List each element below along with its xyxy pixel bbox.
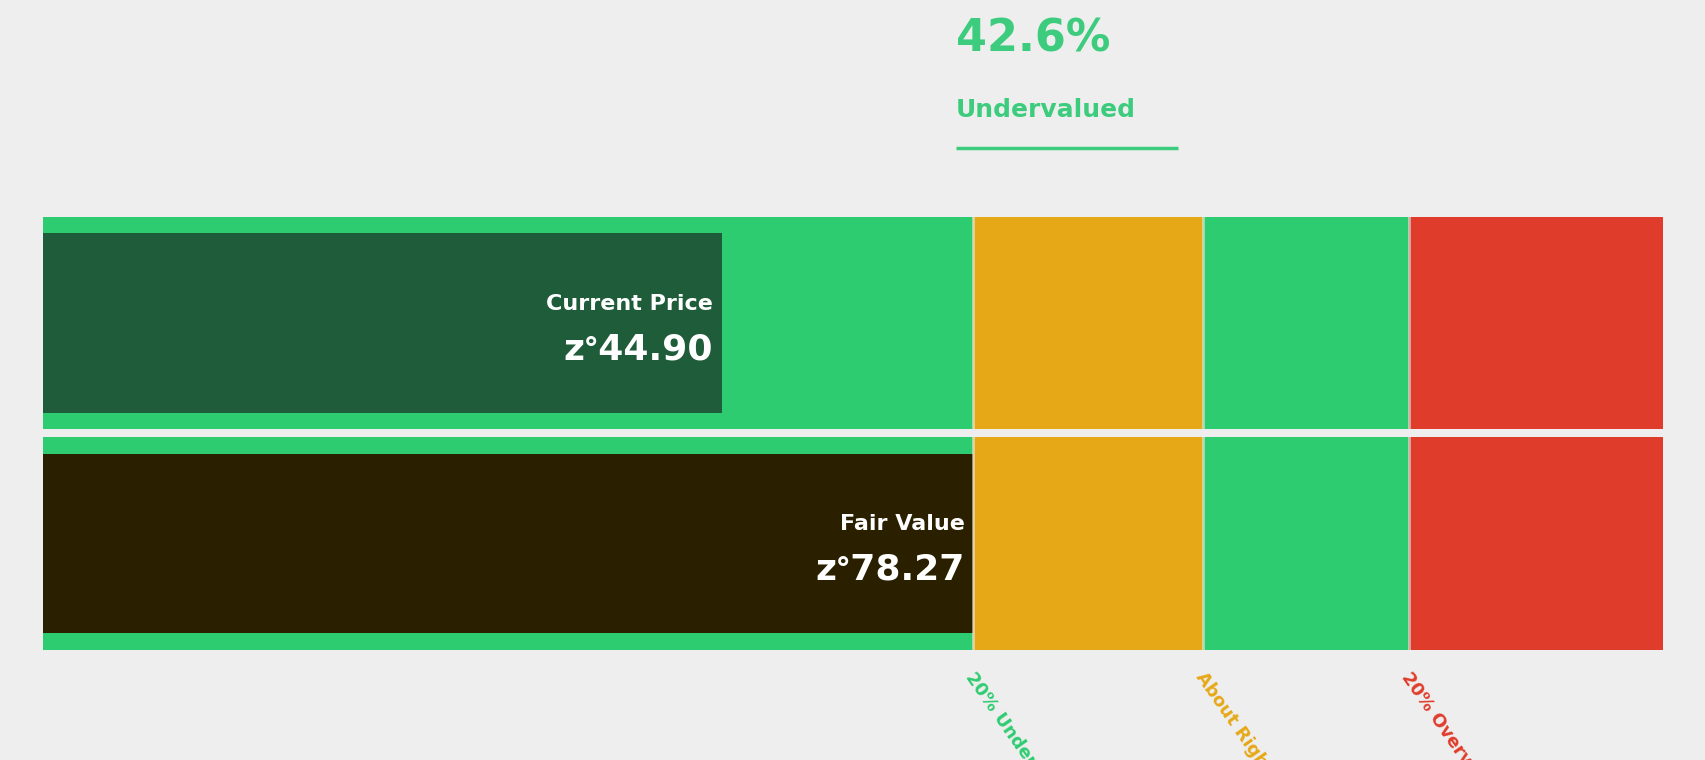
Bar [1408, 437, 1662, 650]
Text: 20% Overvalued: 20% Overvalued [1396, 669, 1506, 760]
Bar [43, 454, 972, 633]
Bar [972, 217, 1202, 429]
Text: Undervalued: Undervalued [955, 97, 1136, 122]
Bar [1408, 217, 1662, 429]
Text: 20% Undervalued: 20% Undervalued [962, 669, 1078, 760]
Bar [43, 217, 1662, 429]
Text: About Right: About Right [1192, 669, 1275, 760]
Text: zᐤ44.90: zᐤ44.90 [563, 333, 713, 366]
Bar [972, 437, 1202, 650]
Bar [43, 437, 1662, 650]
Text: zᐤ78.27: zᐤ78.27 [815, 553, 963, 587]
Text: 42.6%: 42.6% [955, 17, 1110, 61]
Text: Current Price: Current Price [546, 294, 713, 314]
Bar [43, 233, 721, 413]
Text: Fair Value: Fair Value [839, 515, 963, 534]
